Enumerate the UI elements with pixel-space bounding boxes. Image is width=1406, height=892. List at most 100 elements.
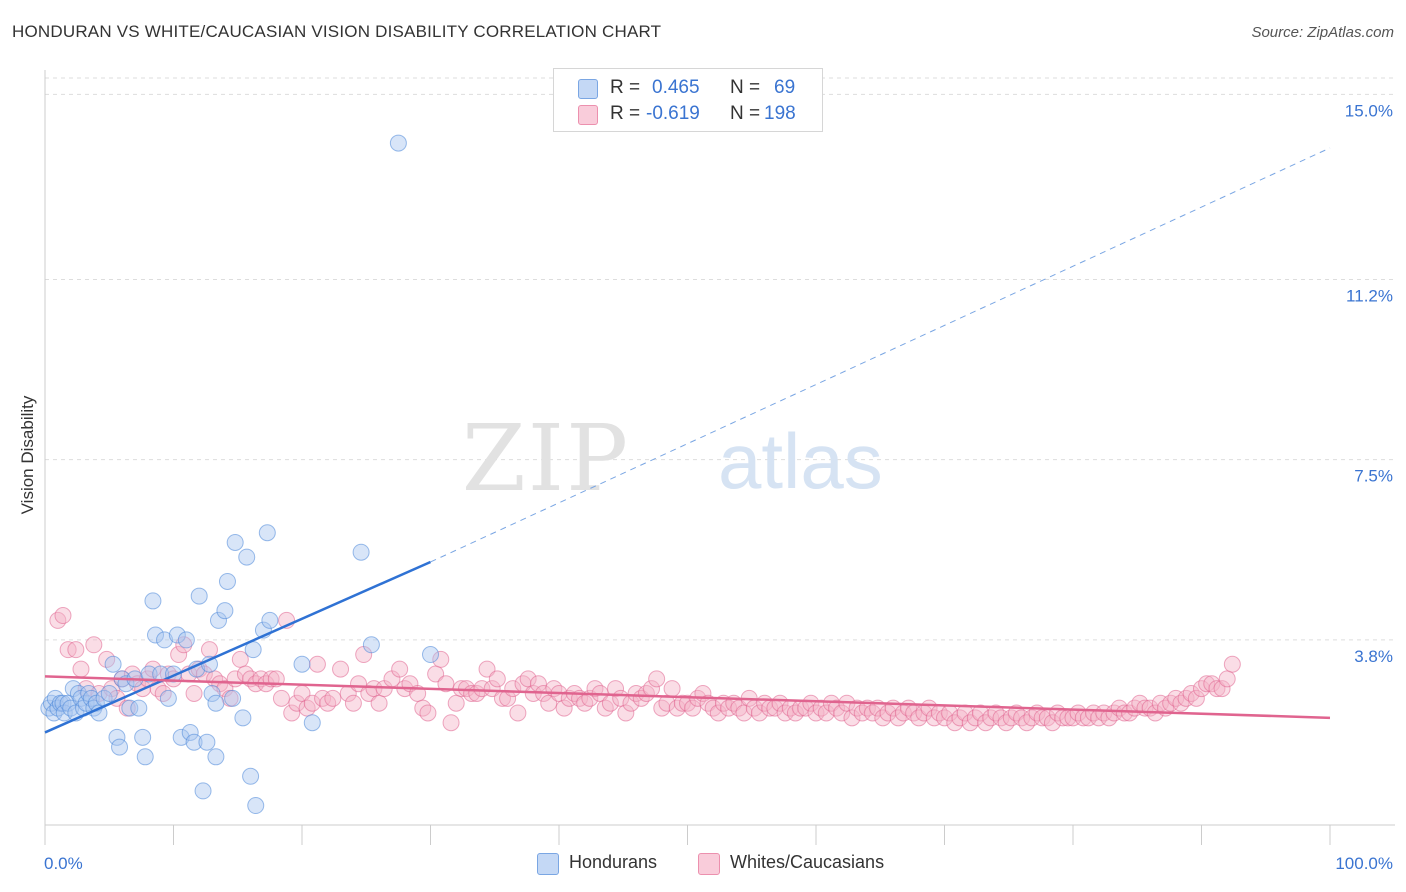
data-point — [684, 699, 702, 717]
data-point — [422, 646, 439, 664]
bottom-legend-swatch-hondurans — [537, 853, 559, 875]
data-point — [224, 689, 242, 707]
watermark-atlas: atlas — [718, 417, 883, 505]
data-point — [391, 660, 409, 678]
data-point — [673, 694, 691, 712]
source-label: Source: ZipAtlas.com — [1251, 24, 1394, 41]
y-tick-label: 3.8% — [1354, 647, 1393, 666]
series-hondurans — [40, 134, 439, 815]
legend-r-value: -0.619 — [646, 103, 700, 124]
data-point — [226, 533, 244, 551]
data-point — [432, 650, 450, 668]
correlation-legend: R = 0.465 N = 69 R = -0.619 N = 198 — [553, 68, 823, 132]
data-point — [1223, 655, 1241, 673]
data-point — [108, 728, 126, 746]
trend-line-hondurans — [44, 560, 432, 734]
legend-r-label: R = — [610, 77, 641, 98]
data-point — [308, 655, 326, 673]
data-point — [1177, 689, 1195, 707]
data-point — [1213, 680, 1231, 698]
data-point — [303, 714, 321, 732]
data-point — [1198, 675, 1216, 693]
data-point — [147, 626, 165, 644]
data-point — [181, 723, 199, 741]
data-point — [437, 675, 455, 693]
data-point — [828, 699, 846, 717]
data-point — [258, 524, 276, 542]
data-point — [238, 548, 256, 566]
data-point — [332, 660, 350, 678]
data-point — [663, 680, 681, 698]
data-point — [247, 797, 265, 815]
data-point — [576, 694, 594, 712]
legend-n-label: N = — [730, 103, 761, 124]
data-point — [1121, 704, 1139, 722]
data-point — [324, 689, 342, 707]
data-point — [586, 680, 604, 698]
data-point — [607, 680, 625, 698]
data-point — [134, 728, 152, 746]
data-point — [207, 694, 225, 712]
chart-title: HONDURAN VS WHITE/CAUCASIAN VISION DISAB… — [12, 22, 662, 41]
data-point — [1172, 694, 1190, 712]
data-point — [414, 699, 432, 717]
data-point — [1218, 670, 1236, 688]
x-tick-label: 100.0% — [1335, 854, 1393, 873]
data-point — [776, 704, 794, 722]
data-point — [170, 646, 188, 664]
data-point — [234, 709, 252, 727]
data-point — [54, 607, 72, 625]
legend-swatch-hondurans — [578, 79, 598, 99]
data-point — [925, 709, 943, 727]
bottom-legend-swatch-whites — [698, 853, 720, 875]
data-point — [910, 709, 928, 727]
data-point — [175, 636, 193, 654]
data-point — [242, 767, 260, 785]
data-point — [879, 704, 897, 722]
data-point — [864, 704, 882, 722]
data-point — [1023, 709, 1041, 727]
data-point — [144, 592, 162, 610]
data-point — [1203, 675, 1221, 693]
data-point — [121, 699, 139, 717]
data-point — [1033, 709, 1051, 727]
data-point — [200, 641, 218, 659]
data-point — [966, 709, 984, 727]
data-point — [951, 709, 969, 727]
data-point — [853, 704, 871, 722]
data-point — [488, 670, 506, 688]
data-point — [111, 738, 129, 756]
data-point — [1187, 689, 1205, 707]
data-point — [136, 748, 154, 766]
legend-n-value: 198 — [764, 103, 796, 124]
data-point — [261, 611, 279, 629]
data-point — [218, 572, 236, 590]
data-point — [389, 134, 407, 152]
data-point — [293, 655, 311, 673]
data-point — [977, 714, 995, 732]
data-point — [704, 699, 722, 717]
data-point — [555, 699, 573, 717]
data-point — [786, 704, 804, 722]
data-point — [961, 714, 979, 732]
data-point — [185, 733, 203, 751]
data-point — [85, 636, 103, 654]
data-point — [130, 699, 148, 717]
data-point — [1013, 709, 1031, 727]
y-tick-label: 7.5% — [1354, 467, 1393, 486]
legend-r-value: 0.465 — [652, 77, 700, 98]
data-point — [198, 733, 216, 751]
data-point — [49, 611, 67, 629]
data-point — [617, 704, 635, 722]
data-point — [982, 709, 1000, 727]
data-point — [1043, 714, 1061, 732]
data-point — [1018, 714, 1036, 732]
data-point — [272, 689, 290, 707]
data-point — [72, 660, 90, 678]
data-point — [177, 631, 195, 649]
data-point — [936, 709, 953, 727]
data-point — [889, 709, 907, 727]
data-point — [185, 684, 203, 702]
data-point — [62, 699, 80, 717]
